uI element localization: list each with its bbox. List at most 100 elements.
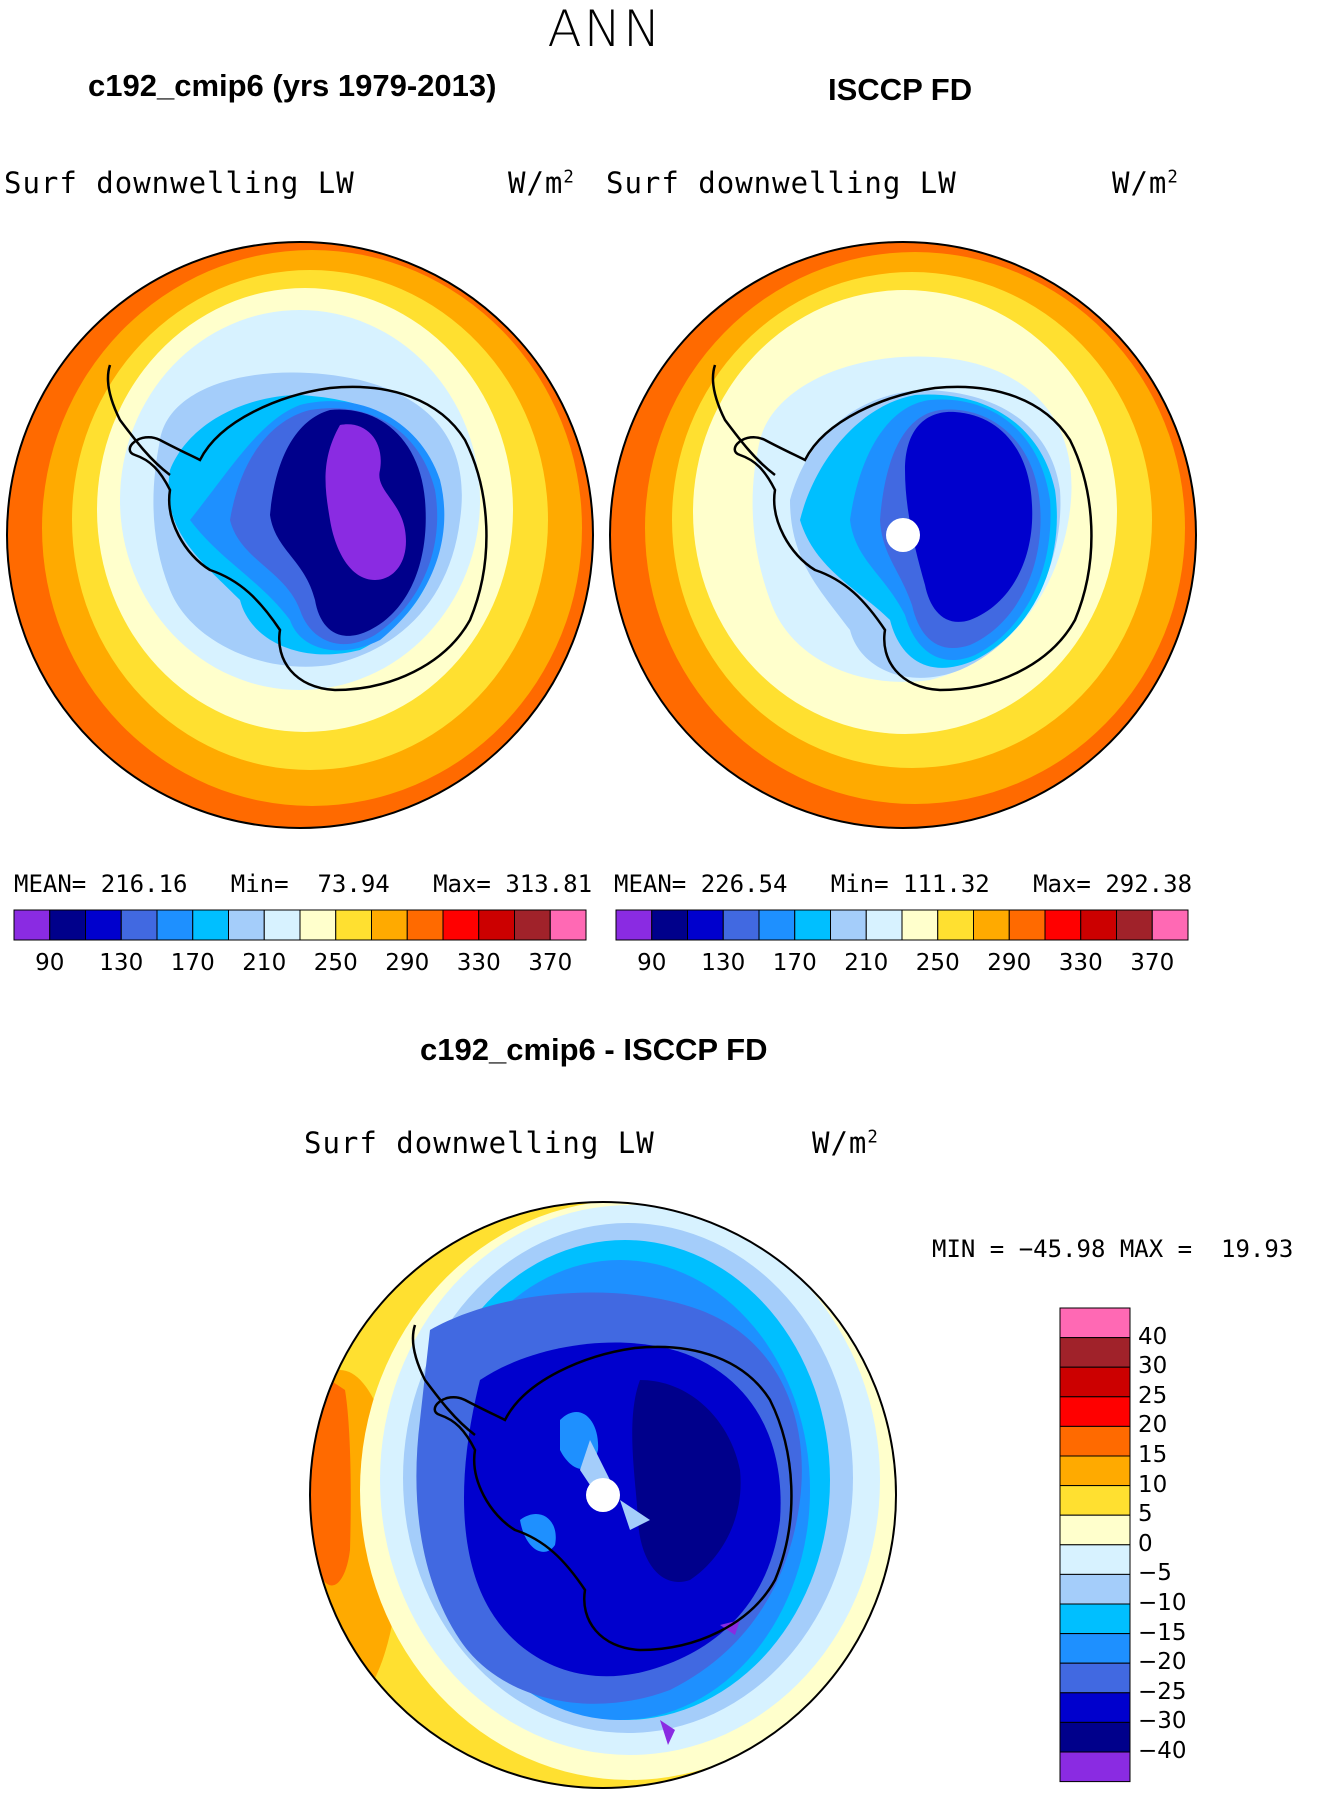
panel-1-colorbar-cell <box>192 909 229 941</box>
panel-2-colorbar-tick-label: 330 <box>1058 950 1103 976</box>
diff-colorbar-label: 25 <box>1138 1382 1168 1409</box>
diff-colorbar-cell <box>1059 1455 1131 1487</box>
diff-antarctica-outline <box>433 1345 793 1652</box>
panel-1-colorbar-cell <box>228 909 265 941</box>
diff-band-neg35 <box>632 1380 741 1582</box>
diff-pole-marker <box>586 1478 620 1512</box>
panel-2-colorbar-cell <box>1044 909 1082 941</box>
panel-2-colorbar-tick-label: 90 <box>637 950 667 976</box>
panel-1-title: c192_cmip6 (yrs 1979-2013) <box>88 68 497 103</box>
panel-1-peninsula-outline <box>106 364 171 476</box>
panel-2-stats: MEAN= 226.54 Min= 111.32 Max= 292.38 <box>614 870 1193 898</box>
panel-1-colorbar-cell <box>478 909 515 941</box>
panel-2-title: ISCCP FD <box>828 72 973 107</box>
panel-2-colorbar-cell <box>865 909 903 941</box>
panel-2-colorbar-cell <box>1008 909 1046 941</box>
diff-colorbar-cell <box>1059 1396 1131 1427</box>
panel-1-colorbar-tick-label: 170 <box>170 950 215 976</box>
diff-colorbar-label: 40 <box>1138 1323 1168 1350</box>
panel-2-units-label: W/m2 <box>1112 166 1179 200</box>
panel-2-colorbar-cell <box>794 909 831 941</box>
panel-1-antarctica-outline <box>128 385 488 692</box>
diff-title: c192_cmip6 - ISCCP FD <box>420 1032 768 1067</box>
diff-colorbar-cell <box>1059 1337 1131 1368</box>
diff-colorbar-label: 0 <box>1138 1530 1153 1557</box>
diff-min-max: MIN = −45.98 MAX = 19.93 <box>932 1235 1294 1263</box>
diff-colorbar-cell <box>1059 1721 1131 1753</box>
panel-1-colorbar-tick-label: 370 <box>528 950 573 976</box>
panel-2-colorbar-cell <box>1080 909 1117 941</box>
panel-2-peninsula-outline <box>711 364 776 476</box>
diff-colorbar-label: −25 <box>1138 1678 1187 1705</box>
panel-2-colorbar-cell <box>901 909 939 941</box>
diff-colorbar-cell <box>1059 1603 1131 1635</box>
diff-colorbar-cell <box>1059 1662 1131 1694</box>
panel-1-colorbar-cell <box>335 909 372 941</box>
panel-2-colorbar-tick-label: 370 <box>1130 950 1175 976</box>
diff-colorbar-cell <box>1059 1307 1131 1339</box>
panel-2-colorbar-cell <box>722 909 760 941</box>
diff-colorbar-cell <box>1059 1366 1131 1398</box>
panel-2-colorbar-tick-label: 210 <box>844 950 889 976</box>
panel-1-colorbar-tick-label: 250 <box>313 950 358 976</box>
diff-colorbar-label: −30 <box>1138 1708 1187 1735</box>
panel-2-colorbar-cell <box>1116 909 1153 941</box>
diff-colorbar-label: −15 <box>1138 1619 1187 1646</box>
diff-colorbar-label: 20 <box>1138 1412 1168 1439</box>
diff-map-border <box>309 1201 897 1789</box>
diff-colorbar <box>1059 1307 1131 1783</box>
figure-title: ANN <box>547 0 663 58</box>
diff-units-label: W/m2 <box>812 1126 879 1160</box>
panel-1-units-label: W/m2 <box>508 166 575 200</box>
diff-colorbar-label: −40 <box>1138 1738 1187 1764</box>
panel-2-colorbar-tick-label: 290 <box>987 950 1032 976</box>
panel-2-colorbar <box>615 909 1189 941</box>
panel-2-colorbar-tick-label: 250 <box>915 950 960 976</box>
panel-2-map-border <box>609 241 1197 829</box>
panel-1-colorbar-tick-label: 330 <box>456 950 501 976</box>
panel-2-colorbar-cell <box>687 909 724 941</box>
panel-1-map <box>7 242 593 828</box>
diff-colorbar-label: 15 <box>1138 1442 1168 1468</box>
panel-2-colorbar-cell <box>937 909 974 941</box>
panel-1-colorbar-cell <box>406 909 444 941</box>
panel-1-stats: MEAN= 216.16 Min= 73.94 Max= 313.81 <box>14 870 593 898</box>
panel-1-colorbar-tick-label: 90 <box>35 950 65 976</box>
diff-colorbar-cell <box>1059 1692 1131 1723</box>
diff-colorbar-cell <box>1059 1425 1131 1457</box>
diff-colorbar-label: −20 <box>1138 1649 1187 1676</box>
diff-map <box>310 1202 896 1788</box>
diff-colorbar-cell <box>1059 1485 1131 1516</box>
panel-2-colorbar-tick-label: 130 <box>701 950 746 976</box>
panel-1-colorbar-cell <box>514 909 551 941</box>
panel-2-colorbar-cell <box>830 909 867 941</box>
diff-colorbar-cell <box>1059 1751 1131 1783</box>
panel-1-colorbar-cell <box>85 909 122 941</box>
panel-2-antarctica-outline <box>733 385 1093 692</box>
diff-colorbar-cell <box>1059 1544 1131 1575</box>
diff-variable-label: Surf downwelling LW <box>304 1126 655 1160</box>
diff-colorbar-label: 10 <box>1138 1471 1168 1498</box>
panel-2-colorbar-cell <box>1151 909 1189 941</box>
diff-colorbar-cell <box>1059 1633 1131 1664</box>
panel-1-map-border <box>6 241 594 829</box>
diff-colorbar-label: 30 <box>1138 1353 1168 1380</box>
panel-1-colorbar-cell <box>371 909 408 941</box>
panel-2-colorbar-cell <box>651 909 688 941</box>
panel-1-colorbar-tick-label: 130 <box>99 950 144 976</box>
panel-2-colorbar-cell <box>973 909 1010 941</box>
panel-2-band-110 <box>905 411 1033 622</box>
diff-colorbar-label: −10 <box>1138 1590 1187 1616</box>
panel-1-colorbar-cell <box>263 909 301 941</box>
panel-2-variable-label: Surf downwelling LW <box>606 166 957 200</box>
panel-1-colorbar-cell <box>49 909 86 941</box>
panel-1-colorbar-tick-label: 210 <box>242 950 287 976</box>
diff-colorbar-label: 5 <box>1138 1501 1153 1528</box>
diff-band-neg40 <box>660 1620 740 1745</box>
diff-colorbar-cell <box>1059 1514 1131 1546</box>
panel-2-colorbar-tick-label: 170 <box>772 950 817 976</box>
diff-peninsula-outline <box>411 1324 476 1436</box>
panel-2-map <box>610 242 1196 828</box>
panel-1-variable-label: Surf downwelling LW <box>4 166 355 200</box>
